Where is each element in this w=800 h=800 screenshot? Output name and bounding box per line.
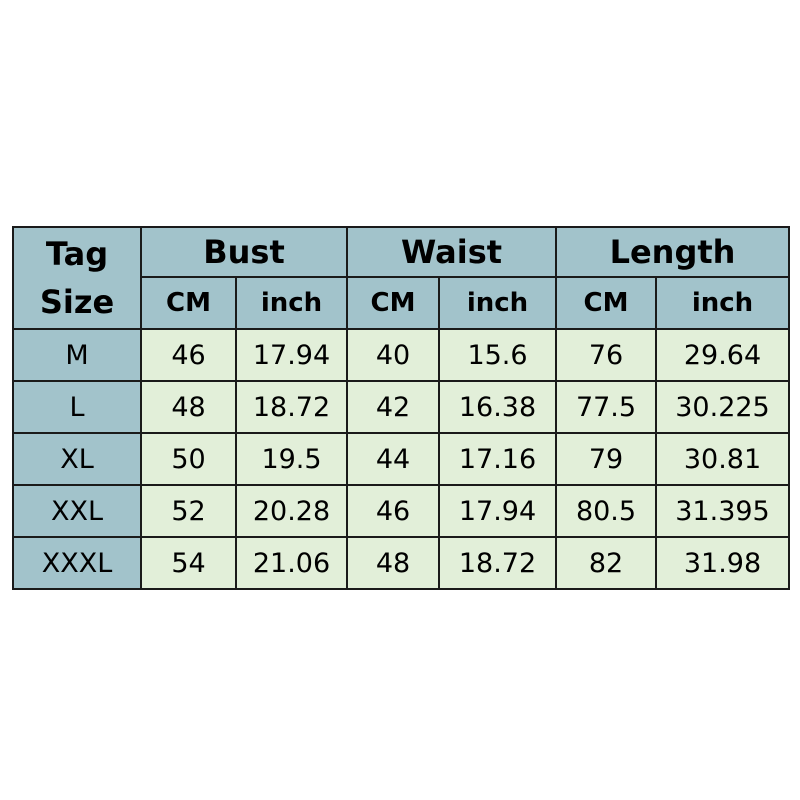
value-cell: 44 [346, 432, 440, 486]
unit-header: CM [555, 276, 657, 330]
bust-header: Bust [140, 226, 348, 278]
size-cell: XXL [12, 484, 142, 538]
value-cell: 54 [140, 536, 237, 590]
table-row: L 48 18.72 42 16.38 77.5 30.225 [12, 380, 790, 434]
table-row: XXXL 54 21.06 48 18.72 82 31.98 [12, 536, 790, 590]
value-cell: 46 [346, 484, 440, 538]
size-cell: M [12, 328, 142, 382]
size-cell: L [12, 380, 142, 434]
value-cell: 20.28 [235, 484, 348, 538]
table-row: XL 50 19.5 44 17.16 79 30.81 [12, 432, 790, 486]
unit-header: CM [140, 276, 237, 330]
waist-header: Waist [346, 226, 557, 278]
unit-header: inch [655, 276, 790, 330]
tag-size-header: Tag Size [12, 226, 142, 330]
size-cell: XXXL [12, 536, 142, 590]
table-row: M 46 17.94 40 15.6 76 29.64 [12, 328, 790, 382]
value-cell: 17.16 [438, 432, 557, 486]
table-row: XXL 52 20.28 46 17.94 80.5 31.395 [12, 484, 790, 538]
unit-header: inch [235, 276, 348, 330]
value-cell: 80.5 [555, 484, 657, 538]
value-cell: 48 [346, 536, 440, 590]
value-cell: 31.98 [655, 536, 790, 590]
tag-label: Tag [45, 235, 109, 273]
size-cell: XL [12, 432, 142, 486]
value-cell: 21.06 [235, 536, 348, 590]
value-cell: 17.94 [235, 328, 348, 382]
value-cell: 30.225 [655, 380, 790, 434]
value-cell: 18.72 [438, 536, 557, 590]
value-cell: 30.81 [655, 432, 790, 486]
size-chart-table: Tag Size Bust Waist Length CM inch CM inch C… [12, 226, 790, 590]
value-cell: 17.94 [438, 484, 557, 538]
value-cell: 15.6 [438, 328, 557, 382]
value-cell: 18.72 [235, 380, 348, 434]
length-header: Length [555, 226, 790, 278]
size-label: Size [39, 283, 115, 321]
value-cell: 79 [555, 432, 657, 486]
value-cell: 16.38 [438, 380, 557, 434]
value-cell: 46 [140, 328, 237, 382]
value-cell: 48 [140, 380, 237, 434]
value-cell: 52 [140, 484, 237, 538]
value-cell: 76 [555, 328, 657, 382]
value-cell: 50 [140, 432, 237, 486]
value-cell: 19.5 [235, 432, 348, 486]
value-cell: 29.64 [655, 328, 790, 382]
value-cell: 42 [346, 380, 440, 434]
value-cell: 82 [555, 536, 657, 590]
value-cell: 40 [346, 328, 440, 382]
value-cell: 77.5 [555, 380, 657, 434]
value-cell: 31.395 [655, 484, 790, 538]
unit-header: inch [438, 276, 557, 330]
unit-header: CM [346, 276, 440, 330]
